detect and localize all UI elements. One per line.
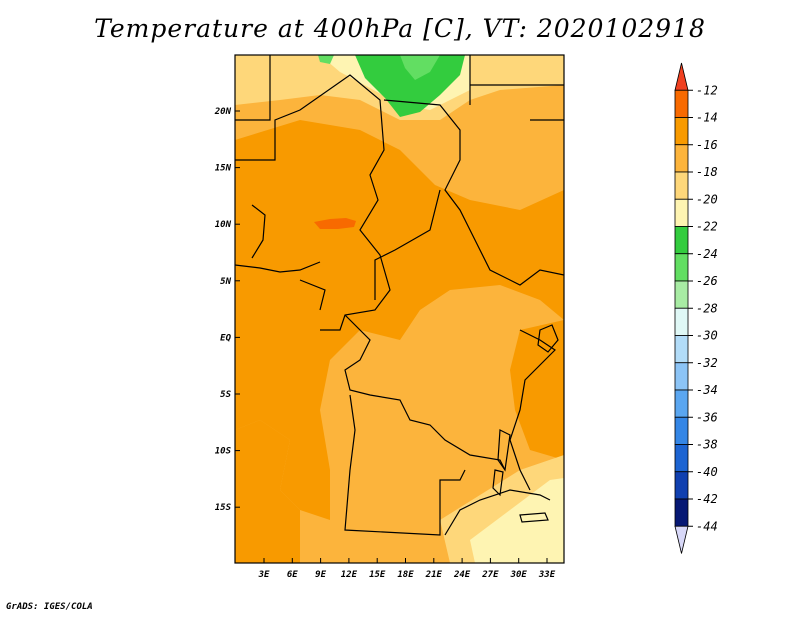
lon-tick-label: 30E — [510, 570, 528, 580]
legend-swatch — [674, 471, 689, 500]
field-minus12 — [314, 218, 356, 229]
legend-label: -44 — [696, 519, 718, 533]
legend-label: -32 — [696, 356, 718, 370]
legend-swatch — [674, 226, 689, 255]
legend-label: -18 — [696, 165, 718, 179]
legend-swatch — [674, 144, 689, 173]
lon-tick-label: 33E — [538, 570, 556, 580]
legend-label: -42 — [696, 492, 718, 506]
legend-label: -12 — [696, 83, 718, 97]
longitude-axis: 3E 6E 9E 12E 15E 18E 21E 24E 27E 30E 33E — [258, 558, 556, 580]
map-title: Temperature at 400hPa [C], VT: 202010291… — [94, 14, 706, 43]
country-borders — [235, 55, 564, 536]
legend-label: -38 — [696, 438, 718, 452]
legend-label: -14 — [696, 111, 718, 125]
grads-credit: GrADS: IGES/COLA — [6, 602, 93, 612]
lon-tick-label: 24E — [453, 570, 471, 580]
legend-swatch — [674, 362, 689, 391]
legend-label: -22 — [696, 220, 718, 234]
field-minus24 — [355, 55, 465, 117]
lat-tick-label: 10S — [215, 447, 232, 457]
latitude-axis: 20N 15N 10N 5N EQ 5S 10S 15S — [214, 107, 240, 513]
legend-swatch — [674, 498, 689, 527]
field-minus14-south — [235, 420, 300, 563]
temperature-field — [235, 55, 564, 563]
lon-tick-label: 3E — [258, 570, 270, 580]
legend-bottom-arrow — [674, 525, 689, 554]
lat-tick-label: 15S — [215, 503, 232, 513]
legend-swatch — [674, 444, 689, 473]
field-minus20-south — [470, 478, 564, 563]
legend-swatch — [674, 307, 689, 336]
legend-top-arrow — [674, 62, 689, 91]
field-minus26-b — [318, 55, 334, 64]
lon-tick-label: 18E — [397, 570, 414, 580]
legend-label: -16 — [696, 138, 718, 152]
lon-tick-label: 6E — [287, 570, 298, 580]
legend-label: -20 — [696, 192, 718, 206]
map-frame — [234, 54, 565, 564]
legend-swatch — [674, 280, 689, 309]
lon-tick-label: 21E — [425, 570, 443, 580]
field-minus26 — [400, 55, 440, 80]
lat-tick-label: 5N — [220, 277, 231, 287]
legend-label: -24 — [696, 247, 718, 261]
field-minus14-west — [235, 120, 564, 520]
lon-tick-label: 9E — [315, 570, 326, 580]
color-legend: -12 -14 -16 -18 -20 -22 -24 -26 -28 -30 -32 -34 -36 -… — [674, 62, 718, 554]
lon-tick-label: 27E — [481, 570, 499, 580]
lon-tick-label: 12E — [341, 570, 358, 580]
lat-tick-label: 5S — [220, 390, 231, 400]
legend-swatch — [674, 89, 689, 118]
lat-tick-label: 20N — [214, 107, 232, 117]
legend-swatch — [674, 335, 689, 364]
legend-label: -40 — [696, 465, 718, 479]
legend-label: -30 — [696, 329, 718, 343]
border-lines — [235, 55, 564, 536]
legend-swatch — [674, 416, 689, 445]
lat-tick-label: EQ — [220, 333, 231, 343]
lat-tick-label: 15N — [215, 164, 232, 174]
legend-label: -36 — [696, 410, 718, 424]
legend-swatch — [674, 171, 689, 200]
lon-tick-label: 15E — [369, 570, 386, 580]
lat-tick-label: 10N — [215, 220, 232, 230]
legend-label: -26 — [696, 274, 718, 288]
legend-swatch — [674, 198, 689, 227]
legend-swatch — [674, 389, 689, 418]
legend-label: -28 — [696, 301, 718, 315]
legend-swatch — [674, 117, 689, 146]
legend-label: -34 — [696, 383, 718, 397]
legend-swatch — [674, 253, 689, 282]
lake-outlines — [492, 324, 559, 523]
